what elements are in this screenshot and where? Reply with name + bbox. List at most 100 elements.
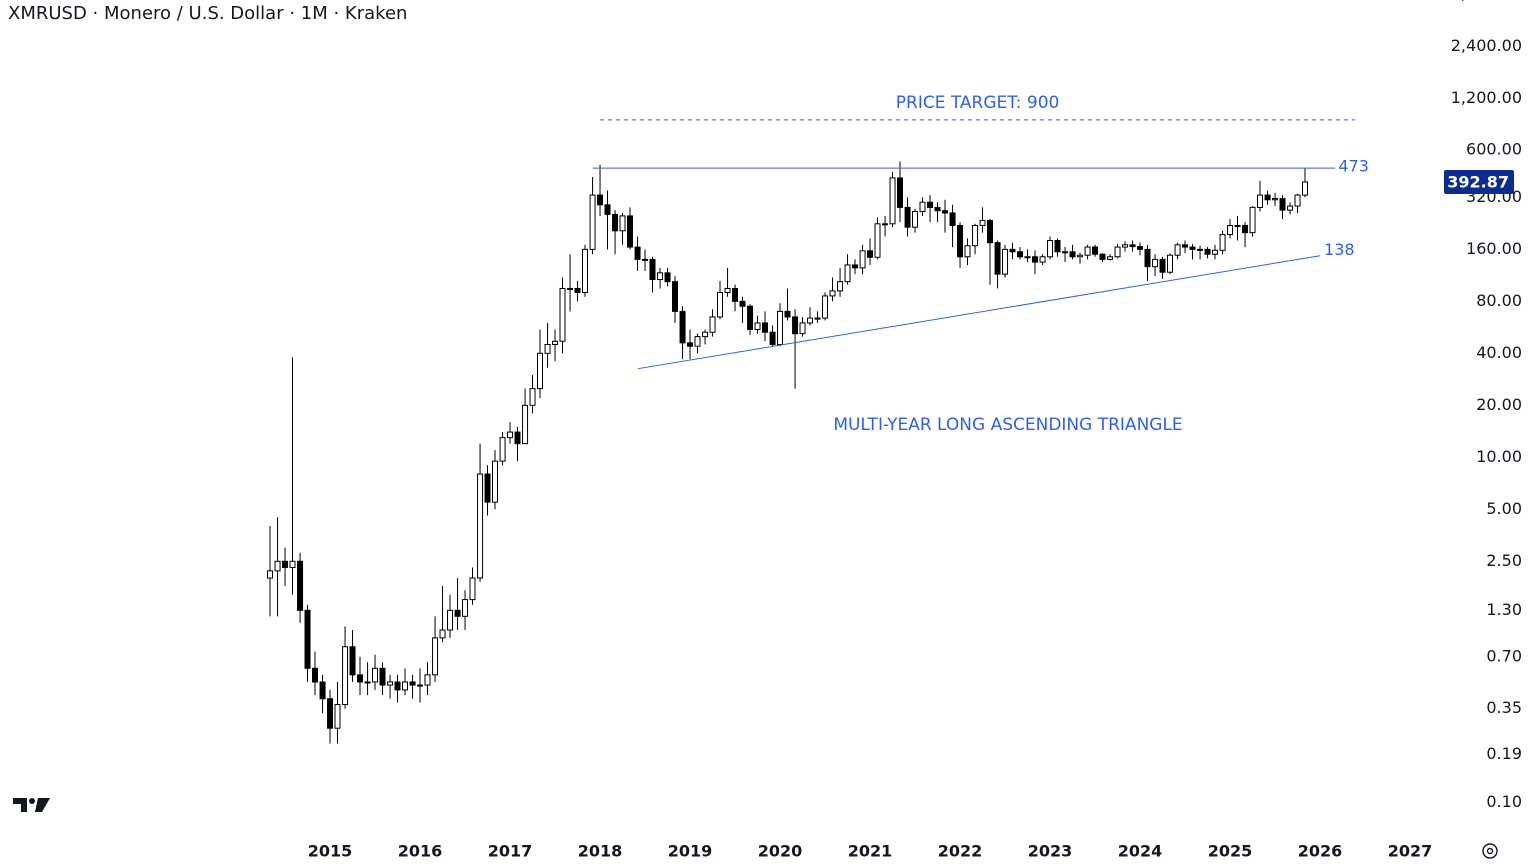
candle-body — [334, 704, 341, 729]
candle-body — [724, 287, 731, 294]
candle-body — [522, 404, 529, 445]
x-tick-label: 2015 — [308, 842, 353, 861]
candle-body — [529, 388, 536, 406]
candle-body — [574, 287, 581, 294]
candle-body — [364, 681, 371, 684]
candle-body — [559, 287, 566, 342]
y-tick-label: 0.35 — [1486, 698, 1522, 717]
candle-body — [1099, 253, 1106, 260]
candle-body — [777, 310, 784, 346]
candle-body — [342, 646, 349, 706]
y-tick-label: 1,200.00 — [1451, 88, 1522, 107]
candle-body — [679, 310, 686, 344]
candle-body — [552, 340, 559, 346]
candle-body — [934, 206, 941, 212]
candle-body — [844, 264, 851, 283]
candle-body — [807, 317, 813, 324]
y-tick-label: 2,400.00 — [1451, 36, 1522, 55]
candle-body — [1054, 240, 1061, 253]
y-tick-label: 1.30 — [1486, 600, 1522, 619]
x-tick-label: 2022 — [938, 842, 983, 861]
candle-body — [642, 258, 649, 261]
candle-body — [1302, 181, 1308, 196]
candle-body — [1024, 256, 1031, 259]
x-tick-label: 2026 — [1298, 842, 1343, 861]
candle-body — [507, 431, 514, 439]
candle-body — [1159, 258, 1166, 273]
candle-body — [1272, 198, 1279, 201]
candle-body — [1242, 224, 1249, 234]
y-tick-label: 2.50 — [1486, 551, 1522, 570]
candle-body — [964, 245, 971, 258]
candle-body — [1182, 244, 1189, 248]
candle-body — [589, 194, 596, 250]
candle-body — [717, 292, 723, 318]
support-label: 138 — [1324, 240, 1355, 259]
candle-body — [709, 316, 716, 333]
candle-body — [1294, 194, 1301, 207]
candle-body — [814, 317, 821, 320]
chart-title: XMRUSD · Monero / U.S. Dollar · 1M · Kra… — [8, 3, 407, 24]
x-tick-label: 2020 — [758, 842, 803, 861]
candle-body — [702, 331, 709, 338]
candle-body — [1039, 256, 1046, 263]
candle-body — [267, 570, 273, 579]
candle-body — [732, 287, 739, 302]
candle-body — [357, 674, 363, 683]
candle-body — [1152, 258, 1159, 268]
candle-body — [484, 473, 491, 503]
candle-body — [477, 473, 484, 579]
candle-body — [1069, 251, 1076, 258]
x-tick-label: 2018 — [578, 842, 623, 861]
candle-body — [762, 322, 768, 333]
candle-body — [904, 206, 911, 228]
candle-body — [1084, 246, 1091, 256]
candle-body — [379, 667, 386, 686]
candle-body — [1047, 240, 1054, 258]
candle-body — [649, 258, 656, 281]
candle-body — [604, 204, 611, 215]
candle-body — [694, 336, 701, 347]
candle-body — [1107, 256, 1114, 260]
x-tick-label: 2027 — [1388, 842, 1433, 861]
candle-body — [304, 609, 311, 669]
candle-body — [454, 609, 461, 617]
x-tick-label: 2016 — [398, 842, 443, 861]
candle-body — [747, 305, 754, 330]
x-tick-label: 2017 — [488, 842, 533, 861]
candle-body — [822, 295, 829, 319]
candle-body — [1257, 194, 1263, 208]
candle-body — [1129, 244, 1136, 248]
candle-body — [1137, 246, 1144, 250]
x-tick-label: 2023 — [1028, 842, 1073, 861]
candle-body — [664, 272, 671, 283]
tradingview-logo — [13, 798, 50, 812]
candle-body — [1174, 244, 1181, 256]
candle-body — [889, 177, 896, 225]
candle-body — [799, 322, 806, 335]
y-tick-label: 20.00 — [1476, 395, 1522, 414]
candle-body — [582, 248, 588, 294]
candle-body — [942, 210, 948, 214]
candle-body — [402, 681, 408, 691]
candle-body — [1062, 251, 1069, 254]
candle-body — [1234, 224, 1241, 227]
candle-body — [349, 646, 356, 676]
candle-body — [987, 220, 993, 244]
candle-body — [957, 224, 964, 258]
candle-body — [994, 242, 1001, 275]
candle-body — [312, 667, 318, 683]
candle-body — [514, 431, 521, 445]
y-tick-label: 40.00 — [1476, 343, 1522, 362]
candle-body — [754, 322, 761, 330]
candle-body — [1204, 248, 1211, 255]
candle-body — [927, 201, 934, 208]
y-tick-label: 10.00 — [1476, 447, 1522, 466]
candle-body — [1144, 248, 1151, 268]
candle-body — [1227, 224, 1234, 236]
settings-icon[interactable] — [1482, 843, 1498, 859]
candle-body — [627, 215, 633, 248]
candle-body — [687, 342, 694, 347]
candle-body — [1077, 254, 1083, 258]
